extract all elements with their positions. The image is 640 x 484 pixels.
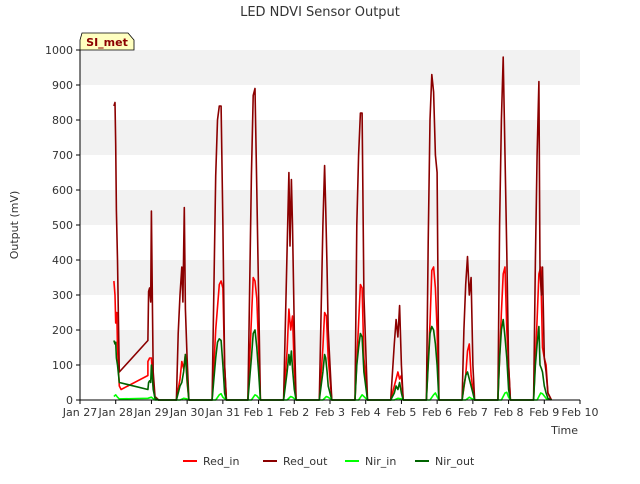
x-tick-label: Feb 5 (386, 406, 416, 419)
x-axis-label: Time (550, 424, 578, 437)
legend-item: Red_out (263, 455, 328, 468)
y-tick-label: 200 (52, 324, 73, 337)
x-tick-label: Jan 31 (205, 406, 240, 419)
site-badge: SI_met (79, 32, 135, 51)
y-tick-label: 800 (52, 114, 73, 127)
x-tick-label: Jan 28 (97, 406, 132, 419)
y-axis-label: Output (mV) (8, 191, 21, 260)
y-tick-label: 100 (52, 359, 73, 372)
x-tick-label: Feb 8 (494, 406, 524, 419)
site-badge-label: SI_met (86, 36, 128, 49)
grid-band (80, 295, 580, 330)
chart-title: LED NDVI Sensor Output (240, 5, 400, 20)
legend-label: Nir_in (365, 455, 396, 468)
legend-label: Red_out (283, 455, 328, 468)
x-tick-label: Feb 1 (244, 406, 274, 419)
grid-band (80, 85, 580, 120)
grid-band (80, 260, 580, 295)
y-tick-label: 700 (52, 149, 73, 162)
x-tick-label: Jan 30 (169, 406, 204, 419)
series-line-red-out (113, 56, 553, 401)
site-badge-background (79, 32, 135, 51)
grid-bands (80, 50, 580, 400)
grid-band (80, 50, 580, 85)
legend-label: Red_in (203, 455, 239, 468)
legend-item: Red_in (183, 455, 239, 468)
x-tick-label: Feb 7 (458, 406, 488, 419)
x-tick-label: Feb 4 (351, 406, 381, 419)
x-tick-label: Feb 10 (562, 406, 599, 419)
x-tick-label: Feb 3 (315, 406, 345, 419)
grid-band (80, 225, 580, 260)
x-tick-label: Jan 29 (133, 406, 168, 419)
y-tick-label: 400 (52, 254, 73, 267)
grid-band (80, 155, 580, 190)
y-tick-label: 900 (52, 79, 73, 92)
series-line-nir-out (113, 318, 552, 401)
y-tick-label: 1000 (45, 44, 73, 57)
x-tick-label: Feb 2 (279, 406, 309, 419)
x-tick-label: Feb 6 (422, 406, 452, 419)
x-tick-label: Jan 27 (62, 406, 97, 419)
legend-item: Nir_in (345, 455, 396, 468)
grid-band (80, 120, 580, 155)
y-tick-label: 600 (52, 184, 73, 197)
grid-band (80, 190, 580, 225)
legend-item: Nir_out (415, 455, 475, 468)
y-tick-label: 500 (52, 219, 73, 232)
legend-label: Nir_out (435, 455, 475, 468)
legend: Red_in Red_out Nir_in Nir_out (183, 455, 475, 468)
y-tick-label: 0 (66, 394, 73, 407)
y-tick-label: 300 (52, 289, 73, 302)
x-tick-label: Feb 9 (529, 406, 559, 419)
